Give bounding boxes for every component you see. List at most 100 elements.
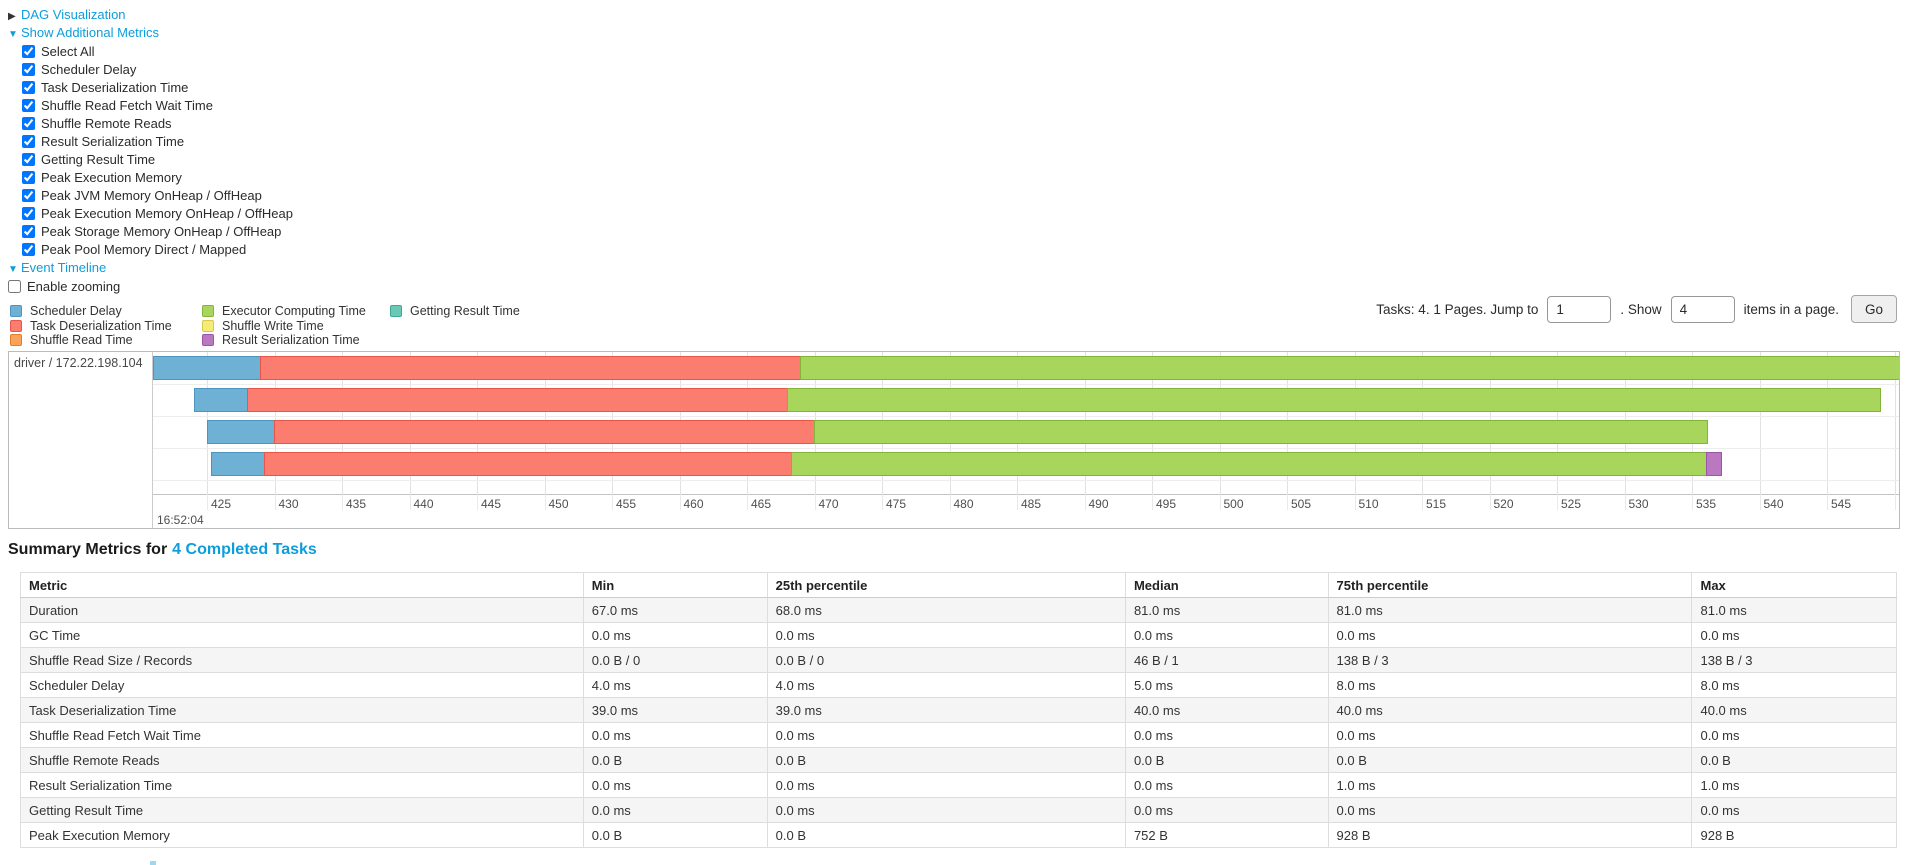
summary-metric-value: 40.0 ms — [1691, 697, 1897, 723]
metric-checkbox[interactable] — [22, 243, 35, 256]
metric-checkbox[interactable] — [22, 189, 35, 202]
timeline-bar-task_deserialization[interactable] — [246, 388, 788, 412]
timeline-bar-task_deserialization[interactable] — [273, 420, 815, 444]
metric-checkbox-row: Getting Result Time — [22, 151, 293, 169]
timeline-tick-mark — [612, 494, 613, 510]
legend-swatch-shuffle_read — [10, 334, 22, 347]
timeline-bar-task_deserialization[interactable] — [264, 452, 792, 476]
timeline-bar-executor_computing[interactable] — [800, 356, 1899, 380]
timeline-tick-mark — [1557, 494, 1558, 510]
summary-metric-value: 0.0 B — [582, 747, 768, 773]
timeline-tick-mark — [342, 494, 343, 510]
metric-checkbox[interactable] — [22, 117, 35, 130]
event-timeline-toggle[interactable]: ▼ Event Timeline — [8, 259, 293, 277]
metric-checkbox[interactable] — [22, 225, 35, 238]
timeline-tick-mark — [882, 494, 883, 510]
metric-checkbox-label: Peak Pool Memory Direct / Mapped — [41, 242, 247, 257]
summary-metric-value: 81.0 ms — [1691, 597, 1897, 623]
task-pagination: Tasks: 4. 1 Pages. Jump to . Show items … — [1372, 293, 1897, 325]
timeline-bar-executor_computing[interactable] — [786, 388, 1881, 412]
metric-checkbox-label: Scheduler Delay — [41, 62, 137, 77]
summary-metric-value: 0.0 ms — [1327, 622, 1693, 648]
timeline-row-separator — [153, 480, 1899, 481]
legend-label: Shuffle Read Time — [30, 333, 133, 348]
metric-checkbox[interactable] — [22, 171, 35, 184]
metric-checkbox[interactable] — [22, 135, 35, 148]
show-additional-metrics-toggle[interactable]: ▼ Show Additional Metrics — [8, 24, 293, 42]
timeline-tick-label: 465 — [751, 497, 772, 511]
summary-metric-value: 138 B / 3 — [1327, 647, 1693, 673]
legend-column: Getting Result Time — [390, 304, 520, 348]
summary-metric-value: 39.0 ms — [582, 697, 768, 723]
go-button[interactable]: Go — [1850, 295, 1897, 323]
summary-row: Result Serialization Time 0.0 ms 0.0 ms 0.0… — [20, 772, 1897, 798]
pagination-show-label: . Show — [1620, 301, 1662, 317]
timeline-bar-executor_computing[interactable] — [790, 452, 1707, 476]
metric-checkbox[interactable] — [22, 207, 35, 220]
summary-row: Shuffle Remote Reads 0.0 B 0.0 B 0.0 B 0.0 B… — [20, 747, 1897, 773]
summary-metric-name: Duration — [20, 597, 584, 623]
timeline-bar-task_deserialization[interactable] — [260, 356, 801, 380]
summary-row: Getting Result Time 0.0 ms 0.0 ms 0.0 ms 0.0… — [20, 797, 1897, 823]
pagination-prefix-label: Tasks: 4. 1 Pages. Jump to — [1376, 301, 1539, 317]
timeline-tick-label: 480 — [953, 497, 974, 511]
legend-item-shuffle_read: Shuffle Read Time — [10, 333, 202, 348]
timeline-legend: Scheduler Delay Task Deserialization Time… — [10, 304, 520, 348]
summary-metric-value: 0.0 ms — [1124, 772, 1329, 798]
metric-checkbox-row: Result Serialization Time — [22, 133, 293, 151]
timeline-bar-scheduler_delay[interactable] — [193, 388, 248, 412]
metric-checkbox-list: Select All Scheduler Delay Task Deserializ… — [22, 43, 293, 259]
summary-metric-value: 4.0 ms — [582, 672, 768, 698]
legend-item-result_serialization: Result Serialization Time — [202, 333, 390, 348]
metric-checkbox[interactable] — [22, 63, 35, 76]
timeline-tick-label: 440 — [413, 497, 434, 511]
timeline-tick-label: 430 — [278, 497, 299, 511]
timeline-row-separator — [153, 416, 1899, 417]
summary-title-prefix: Summary Metrics for — [8, 541, 168, 558]
jump-to-page-input[interactable] — [1547, 295, 1612, 323]
timeline-bar-scheduler_delay[interactable] — [153, 356, 261, 380]
summary-metric-value: 46 B / 1 — [1124, 647, 1329, 673]
timeline-tick-label: 525 — [1561, 497, 1582, 511]
metric-checkbox-row: Shuffle Read Fetch Wait Time — [22, 97, 293, 115]
summary-metric-value: 0.0 ms — [582, 772, 768, 798]
dag-visualization-toggle[interactable]: ▶ DAG Visualization — [8, 6, 293, 24]
timeline-tick-mark — [207, 494, 208, 510]
timeline-gridline — [1759, 352, 1761, 494]
summary-metric-value: 0.0 ms — [766, 772, 1126, 798]
metric-checkbox[interactable] — [22, 45, 35, 58]
summary-metric-value: 81.0 ms — [1327, 597, 1693, 623]
timeline-gridline — [1827, 352, 1828, 494]
page-size-input[interactable] — [1670, 295, 1735, 323]
timeline-bar-result_serialization[interactable] — [1705, 452, 1722, 476]
enable-zooming-checkbox[interactable] — [8, 280, 21, 293]
summary-table-body: Duration 67.0 ms 68.0 ms 81.0 ms 81.0 ms 81.0… — [20, 597, 1897, 848]
summary-metric-value: 0.0 B — [582, 822, 768, 848]
chevron-down-icon: ▼ — [8, 264, 18, 275]
summary-column-header: Median — [1124, 572, 1329, 598]
summary-metric-name: Shuffle Read Fetch Wait Time — [20, 722, 584, 748]
summary-metric-value: 0.0 ms — [1124, 797, 1329, 823]
timeline-bar-scheduler_delay[interactable] — [211, 452, 266, 476]
legend-item-shuffle_write: Shuffle Write Time — [202, 319, 390, 334]
metric-checkbox-row: Select All — [22, 43, 293, 61]
timeline-axis-line — [153, 494, 1899, 495]
timeline-tick-label: 550 — [1899, 497, 1900, 511]
metric-checkbox[interactable] — [22, 153, 35, 166]
summary-row: GC Time 0.0 ms 0.0 ms 0.0 ms 0.0 ms 0.0 ms — [20, 622, 1897, 648]
metric-checkbox-label: Peak JVM Memory OnHeap / OffHeap — [41, 188, 262, 203]
metric-checkbox-row: Peak Execution Memory — [22, 169, 293, 187]
legend-item-getting_result: Getting Result Time — [390, 304, 520, 319]
summary-row: Shuffle Read Fetch Wait Time 0.0 ms 0.0 ms… — [20, 722, 1897, 748]
completed-tasks-link[interactable]: 4 Completed Tasks — [172, 541, 317, 558]
summary-row: Task Deserialization Time 39.0 ms 39.0 ms 4… — [20, 697, 1897, 723]
timeline-bar-executor_computing[interactable] — [813, 420, 1709, 444]
summary-row: Peak Execution Memory 0.0 B 0.0 B 752 B 928 … — [20, 822, 1897, 848]
summary-column-header: Metric — [20, 572, 584, 598]
timeline-tick-mark — [1894, 494, 1896, 510]
timeline-bar-scheduler_delay[interactable] — [207, 420, 275, 444]
metric-checkbox[interactable] — [22, 81, 35, 94]
timeline-tick-label: 540 — [1763, 497, 1784, 511]
summary-metric-value: 0.0 ms — [1124, 622, 1329, 648]
metric-checkbox[interactable] — [22, 99, 35, 112]
